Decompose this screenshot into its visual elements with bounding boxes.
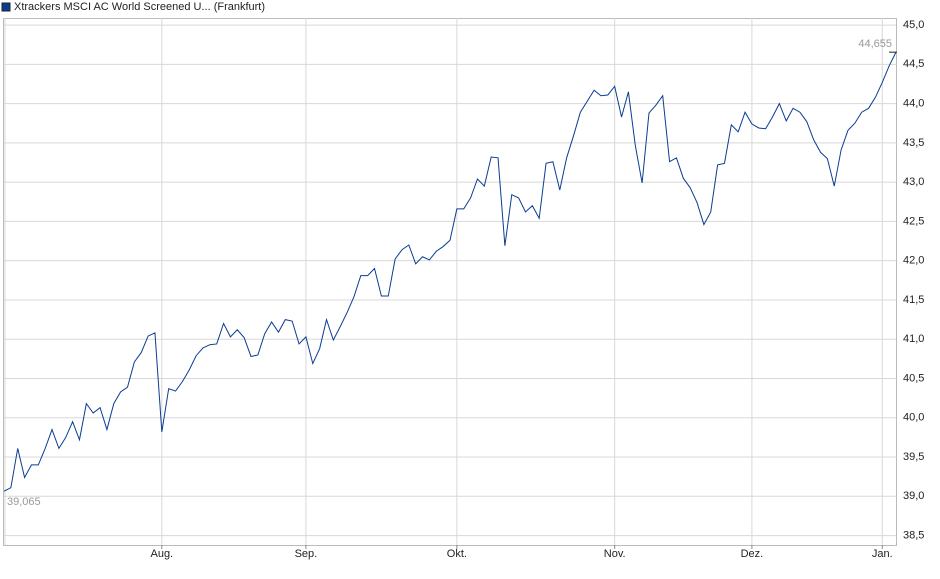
y-tick-label: 40,5: [903, 372, 924, 384]
x-tick-label: Okt.: [447, 548, 467, 560]
x-tick-label: Sep.: [295, 548, 318, 560]
y-tick-label: 38,5: [903, 529, 924, 541]
y-tick-label: 44,0: [903, 98, 924, 110]
x-tick-label: Aug.: [150, 548, 173, 560]
y-tick-label: 39,5: [903, 451, 924, 463]
y-tick-label: 40,0: [903, 412, 924, 424]
x-tick-label: Dez.: [741, 548, 764, 560]
x-tick-label: Nov.: [604, 548, 626, 560]
y-tick-label: 42,0: [903, 255, 924, 267]
legend-swatch: [1, 2, 11, 12]
y-tick-label: 41,0: [903, 333, 924, 345]
legend-label: Xtrackers MSCI AC World Screened U... (F…: [14, 1, 265, 13]
y-tick-label: 44,5: [903, 58, 924, 70]
y-tick-label: 45,0: [903, 19, 924, 31]
y-tick-label: 39,0: [903, 490, 924, 502]
y-tick-label: 42,5: [903, 215, 924, 227]
start-value-label: 39,065: [7, 496, 41, 508]
price-line: [3, 51, 897, 492]
y-tick-label: 41,5: [903, 294, 924, 306]
end-value-label: 44,655: [858, 38, 892, 50]
y-tick-label: 43,5: [903, 137, 924, 149]
x-tick-label: Jan.: [872, 548, 893, 560]
plot-frame: [3, 18, 897, 546]
y-tick-label: 43,0: [903, 176, 924, 188]
